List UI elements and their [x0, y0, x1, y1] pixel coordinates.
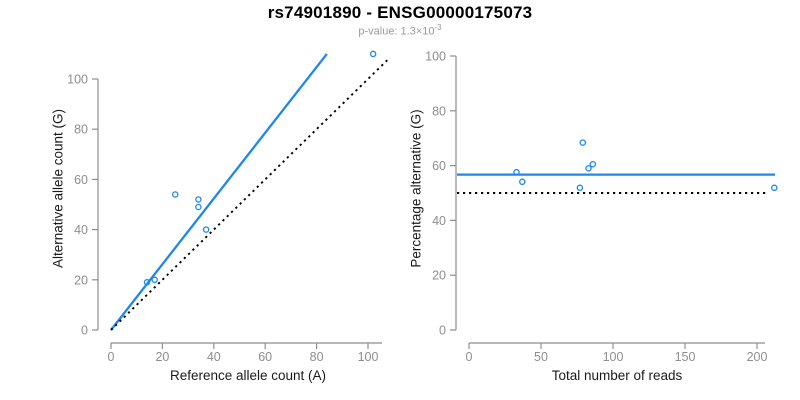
- left-data-point: [195, 196, 202, 203]
- right-data-point: [585, 165, 592, 172]
- p-value-subtitle: p-value: 1.3×10-3: [0, 23, 800, 38]
- figure-title: rs74901890 - ENSG00000175073: [267, 3, 533, 22]
- left-data-point: [195, 203, 202, 211]
- right-data-point: [589, 160, 597, 168]
- left-y-axis-title: Alternative allele count (G): [50, 108, 66, 269]
- right-data-point: [771, 184, 778, 192]
- left-data-point: [369, 50, 377, 58]
- left-y-tick-label: 100: [67, 73, 88, 87]
- right-y-tick-label: 0: [439, 324, 446, 338]
- right-data-point: [579, 139, 587, 146]
- left-x-tick-label: 60: [258, 350, 272, 364]
- left-x-axis-title: Reference allele count (A): [169, 368, 327, 383]
- right-y-tick-label: 20: [432, 269, 446, 283]
- left-x-tick-label: 40: [207, 350, 221, 364]
- right-x-tick-label: 50: [534, 350, 548, 364]
- right-data-point: [519, 178, 526, 186]
- p-value-text: p-value: 1.3×10: [358, 25, 435, 38]
- p-value-exponent: -3: [434, 23, 442, 32]
- left-x-tick-label: 0: [108, 350, 115, 364]
- allelic-ratio-fit-line: [110, 53, 328, 331]
- right-y-tick-label: 80: [432, 104, 446, 118]
- right-y-tick-label: 40: [432, 214, 446, 228]
- left-y-tick-label: 60: [74, 173, 88, 187]
- left-y-tick-label: 40: [74, 223, 88, 237]
- left-data-point: [171, 191, 179, 198]
- left-y-tick-label: 20: [74, 273, 88, 287]
- identity-50pct-line: [110, 59, 388, 331]
- left-data-point: [151, 276, 158, 284]
- left-data-point: [202, 226, 210, 233]
- left-y-tick-label: 80: [74, 123, 88, 137]
- left-x-tick-label: 100: [358, 350, 379, 364]
- right-x-tick-label: 0: [466, 350, 473, 364]
- left-data-point: [143, 279, 151, 286]
- right-x-axis-title: Total number of reads: [551, 368, 683, 383]
- right-x-tick-label: 150: [675, 350, 696, 364]
- right-data-point: [513, 168, 520, 176]
- left-x-tick-label: 20: [155, 350, 169, 364]
- left-x-tick-label: 80: [310, 350, 324, 364]
- right-x-tick-label: 100: [603, 350, 624, 364]
- right-y-tick-label: 100: [425, 50, 446, 64]
- left-y-tick-label: 0: [81, 324, 88, 338]
- right-x-tick-label: 200: [747, 350, 768, 364]
- right-y-axis-title: Percentage alternative (G): [408, 109, 424, 268]
- right-y-tick-label: 60: [432, 159, 446, 173]
- right-data-point: [576, 184, 584, 192]
